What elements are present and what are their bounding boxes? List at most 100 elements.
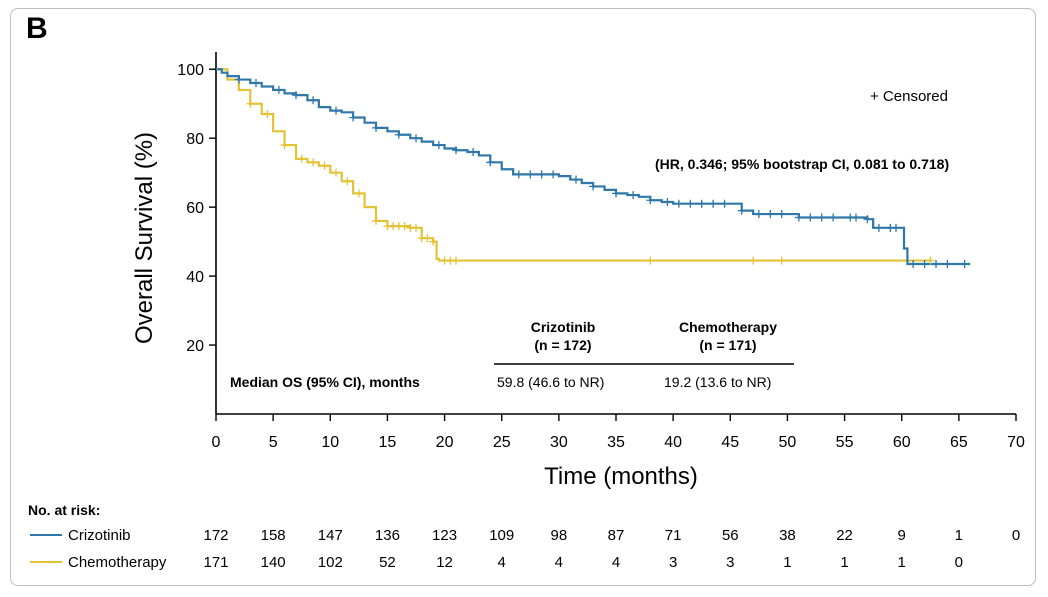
chemotherapy-censor-mark — [354, 189, 363, 198]
y-tick-label: 20 — [186, 338, 204, 355]
x-tick-label: 50 — [779, 434, 797, 451]
risk-count: 1 — [897, 554, 906, 571]
risk-row-label: Chemotherapy — [68, 554, 167, 571]
risk-count: 158 — [260, 527, 286, 544]
median-col2-value: 19.2 (13.6 to NR) — [664, 374, 772, 390]
crizotinib-censor-mark — [920, 260, 929, 269]
crizotinib-censor-mark — [629, 191, 638, 200]
crizotinib-censor-mark — [549, 170, 558, 179]
y-axis-title: Overall Survival (%) — [131, 132, 158, 344]
y-tick-label: 40 — [186, 269, 204, 286]
risk-count: 1 — [954, 527, 964, 544]
crizotinib-censor-mark — [874, 223, 883, 232]
crizotinib-censor-mark — [252, 79, 260, 88]
crizotinib-censor-mark — [274, 85, 283, 94]
risk-count: 172 — [203, 527, 229, 544]
risk-count: 0 — [954, 554, 964, 571]
crizotinib-censor-mark — [332, 106, 340, 115]
x-ticks: 0 5 10 15 20 25 30 35 40 45 50 55 60 65 70 — [212, 414, 1025, 451]
crizotinib-censor-mark — [589, 182, 598, 191]
risk-count: 109 — [489, 527, 515, 544]
x-tick-label: 0 — [212, 434, 221, 451]
crizotinib-censor-mark — [526, 170, 535, 179]
x-tick-label: 40 — [664, 434, 682, 451]
risk-legend-line — [30, 534, 62, 536]
crizotinib-censor-mark — [943, 260, 952, 269]
median-col1-header-line2: (n = 172) — [534, 337, 592, 353]
y-tick-label: 60 — [186, 200, 204, 217]
x-tick-label: 25 — [493, 434, 511, 451]
y-tick-label: 80 — [186, 131, 204, 148]
crizotinib-censor-mark — [372, 123, 380, 132]
risk-count: 147 — [317, 527, 343, 544]
chemotherapy-censor-mark — [246, 99, 255, 108]
x-axis-title: Time (months) — [544, 463, 698, 490]
x-tick-label: 60 — [893, 434, 911, 451]
chemotherapy-censor-mark — [263, 110, 272, 119]
crizotinib-censor-mark — [452, 146, 460, 155]
crizotinib-censor-mark — [909, 260, 918, 269]
crizotinib-censor-mark — [766, 210, 775, 219]
crizotinib-censor-mark — [737, 206, 746, 215]
chemotherapy-censor-mark — [309, 158, 318, 167]
crizotinib-censor-mark — [777, 210, 786, 219]
chemotherapy-censor-mark — [280, 141, 289, 150]
risk-count: 1 — [840, 554, 849, 571]
x-tick-label: 30 — [550, 434, 568, 451]
x-tick-label: 55 — [836, 434, 854, 451]
figure-frame — [10, 8, 1036, 586]
x-tick-label: 65 — [950, 434, 968, 451]
chemotherapy-censor-mark — [777, 256, 786, 265]
chemotherapy-censor-mark — [412, 223, 420, 232]
crizotinib-censor-mark — [646, 196, 655, 205]
risk-count: 71 — [664, 527, 682, 544]
chemotherapy-censor-mark — [332, 168, 340, 177]
crizotinib-censor-mark — [537, 170, 546, 179]
crizotinib-censor-mark — [817, 213, 826, 222]
risk-count: 52 — [379, 554, 396, 571]
censored-legend: + Censored — [870, 88, 948, 105]
chemotherapy-censor-mark — [429, 237, 438, 246]
median-col2-header: Chemotherapy (n = 171) — [662, 318, 794, 354]
risk-count: 136 — [374, 527, 400, 544]
crizotinib-censor-mark — [514, 170, 523, 179]
crizotinib-censor-mark — [892, 223, 900, 232]
censor-marks — [234, 75, 969, 269]
x-tick-label: 35 — [607, 434, 625, 451]
crizotinib-censor-mark — [292, 91, 300, 100]
crizotinib-censor-mark — [932, 260, 940, 269]
crizotinib-censor-mark — [720, 199, 729, 208]
crizotinib-censor-mark — [960, 260, 969, 269]
x-tick-label: 70 — [1007, 434, 1025, 451]
risk-count: 0 — [1011, 527, 1021, 544]
crizotinib-censor-mark — [674, 199, 683, 208]
risk-count: 4 — [497, 554, 506, 571]
risk-count: 22 — [836, 527, 853, 544]
risk-count: 3 — [726, 554, 735, 571]
crizotinib-censor-mark — [309, 96, 318, 105]
y-ticks: 20 40 60 80 100 — [177, 62, 216, 355]
chemotherapy-censor-mark — [423, 234, 432, 243]
chemotherapy-censor-mark — [372, 216, 380, 225]
crizotinib-censor-mark — [754, 210, 763, 219]
x-tick-label: 45 — [721, 434, 739, 451]
x-tick-label: 20 — [436, 434, 454, 451]
chemotherapy-censor-mark — [749, 256, 758, 265]
risk-count: 140 — [260, 554, 286, 571]
median-row-label: Median OS (95% CI), months — [230, 374, 420, 390]
risk-count: 38 — [779, 527, 796, 544]
crizotinib-censor-mark — [572, 175, 580, 184]
crizotinib-censor-mark — [434, 141, 443, 150]
crizotinib-censor-mark — [709, 199, 718, 208]
chemotherapy-censor-mark — [320, 161, 329, 170]
risk-count: 98 — [550, 527, 568, 544]
crizotinib-censor-mark — [806, 213, 815, 222]
crizotinib-censor-mark — [686, 199, 695, 208]
risk-count: 12 — [436, 554, 453, 571]
risk-table-title: No. at risk: — [28, 502, 101, 518]
crizotinib-censor-mark — [697, 199, 706, 208]
panel-label: B — [26, 12, 48, 45]
risk-count: 4 — [611, 554, 621, 571]
median-col1-header-line1: Crizotinib — [530, 319, 596, 335]
crizotinib-censor-mark — [663, 197, 672, 206]
